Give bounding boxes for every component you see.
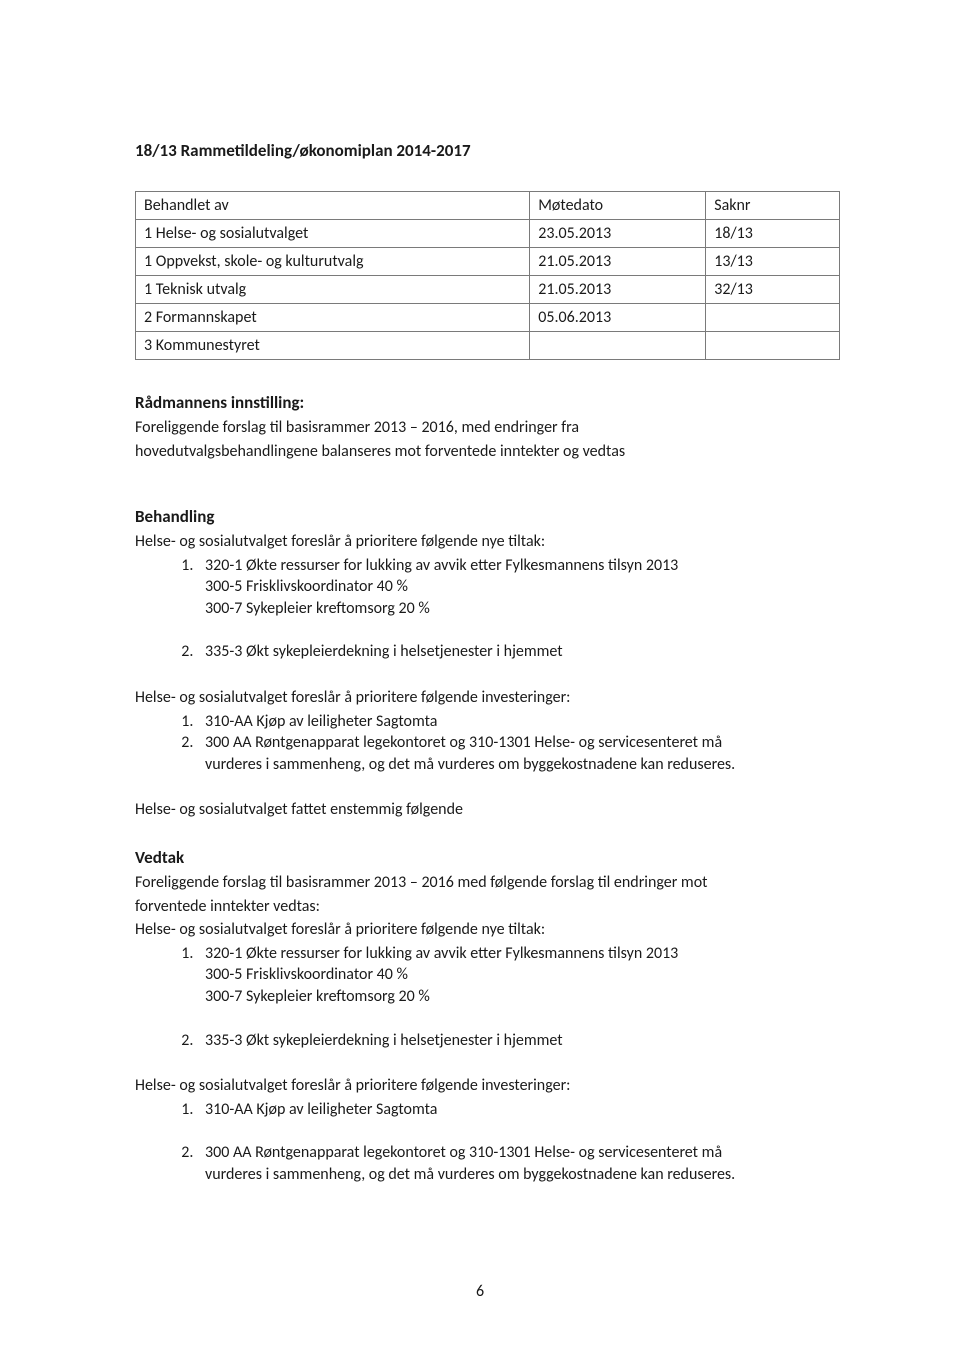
cell-case: [706, 304, 840, 332]
behandling-invest-list: 310-AA Kjøp av leiligheter Sagtomta 300 …: [135, 711, 840, 776]
list-item: 320-1 Økte ressurser for lukking av avvi…: [197, 943, 840, 1008]
behandling-heading: Behandling: [135, 506, 840, 529]
list-line: 335-3 Økt sykepleierdekning i helsetjene…: [205, 1031, 563, 1050]
page-number: 6: [0, 1282, 960, 1301]
radmann-text: Foreliggende forslag til basisrammer 201…: [135, 417, 840, 439]
vedtak-section: Vedtak Foreliggende forslag til basisram…: [135, 847, 840, 1185]
radmann-heading: Rådmannens innstilling:: [135, 392, 840, 415]
list-item: 310-AA Kjøp av leiligheter Sagtomta: [197, 1099, 840, 1121]
table-row: 1 Helse- og sosialutvalget 23.05.2013 18…: [136, 220, 840, 248]
page-title: 18/13 Rammetildeling/økonomiplan 2014-20…: [135, 140, 840, 161]
radmann-text: hovedutvalgsbehandlingene balanseres mot…: [135, 441, 840, 463]
col-header-committee: Behandlet av: [136, 192, 530, 220]
cell-case: 13/13: [706, 248, 840, 276]
cell-date: 05.06.2013: [530, 304, 706, 332]
cell-date: 23.05.2013: [530, 220, 706, 248]
list-item: 335-3 Økt sykepleierdekning i helsetjene…: [197, 641, 840, 663]
list-line: 310-AA Kjøp av leiligheter Sagtomta: [205, 1100, 437, 1119]
cell-case: [706, 332, 840, 360]
cell-committee: 1 Teknisk utvalg: [136, 276, 530, 304]
cell-committee: 1 Oppvekst, skole- og kulturutvalg: [136, 248, 530, 276]
list-item: 300 AA Røntgenapparat legekontoret og 31…: [197, 1142, 840, 1185]
col-header-date: Møtedato: [530, 192, 706, 220]
list-item: 335-3 Økt sykepleierdekning i helsetjene…: [197, 1030, 840, 1052]
list-line: 335-3 Økt sykepleierdekning i helsetjene…: [205, 642, 563, 661]
cell-date: [530, 332, 706, 360]
vedtak-intro: Helse- og sosialutvalget foreslår å prio…: [135, 919, 840, 941]
vedtak-text: forventede inntekter vedtas:: [135, 896, 840, 918]
behandling-section: Behandling Helse- og sosialutvalget fore…: [135, 506, 840, 821]
vedtak-heading: Vedtak: [135, 847, 840, 870]
cell-case: 18/13: [706, 220, 840, 248]
list-item: 300 AA Røntgenapparat legekontoret og 31…: [197, 732, 840, 775]
list-line: vurderes i sammenheng, og det må vurdere…: [205, 755, 735, 774]
list-line: 300-5 Frisklivskoordinator 40 %: [205, 965, 408, 984]
list-line: 310-AA Kjøp av leiligheter Sagtomta: [205, 712, 437, 731]
cell-committee: 2 Formannskapet: [136, 304, 530, 332]
behandling-intro: Helse- og sosialutvalget foreslår å prio…: [135, 687, 840, 709]
document-page: 18/13 Rammetildeling/økonomiplan 2014-20…: [0, 0, 960, 1349]
list-line: 320-1 Økte ressurser for lukking av avvi…: [205, 556, 678, 575]
cell-committee: 1 Helse- og sosialutvalget: [136, 220, 530, 248]
table-header-row: Behandlet av Møtedato Saknr: [136, 192, 840, 220]
list-line: 300-7 Sykepleier kreftomsorg 20 %: [205, 599, 430, 618]
vedtak-tiltak-list: 320-1 Økte ressurser for lukking av avvi…: [135, 943, 840, 1051]
list-line: 300-7 Sykepleier kreftomsorg 20 %: [205, 987, 430, 1006]
list-line: 320-1 Økte ressurser for lukking av avvi…: [205, 944, 678, 963]
list-line: 300 AA Røntgenapparat legekontoret og 31…: [205, 733, 722, 752]
table-row: 3 Kommunestyret: [136, 332, 840, 360]
col-header-case: Saknr: [706, 192, 840, 220]
list-item: 320-1 Økte ressurser for lukking av avvi…: [197, 555, 840, 620]
cell-case: 32/13: [706, 276, 840, 304]
cell-committee: 3 Kommunestyret: [136, 332, 530, 360]
behandling-intro: Helse- og sosialutvalget foreslår å prio…: [135, 531, 840, 553]
behandling-tiltak-list: 320-1 Økte ressurser for lukking av avvi…: [135, 555, 840, 663]
table-row: 2 Formannskapet 05.06.2013: [136, 304, 840, 332]
table-row: 1 Teknisk utvalg 21.05.2013 32/13: [136, 276, 840, 304]
cell-date: 21.05.2013: [530, 248, 706, 276]
vedtak-text: Foreliggende forslag til basisrammer 201…: [135, 872, 840, 894]
behandling-closing: Helse- og sosialutvalget fattet enstemmi…: [135, 799, 840, 821]
table-row: 1 Oppvekst, skole- og kulturutvalg 21.05…: [136, 248, 840, 276]
meetings-table: Behandlet av Møtedato Saknr 1 Helse- og …: [135, 191, 840, 360]
list-line: vurderes i sammenheng, og det må vurdere…: [205, 1165, 735, 1184]
list-line: 300 AA Røntgenapparat legekontoret og 31…: [205, 1143, 722, 1162]
list-line: 300-5 Frisklivskoordinator 40 %: [205, 577, 408, 596]
radmann-section: Rådmannens innstilling: Foreliggende for…: [135, 392, 840, 462]
vedtak-invest-list: 310-AA Kjøp av leiligheter Sagtomta 300 …: [135, 1099, 840, 1186]
vedtak-intro: Helse- og sosialutvalget foreslår å prio…: [135, 1075, 840, 1097]
cell-date: 21.05.2013: [530, 276, 706, 304]
list-item: 310-AA Kjøp av leiligheter Sagtomta: [197, 711, 840, 733]
